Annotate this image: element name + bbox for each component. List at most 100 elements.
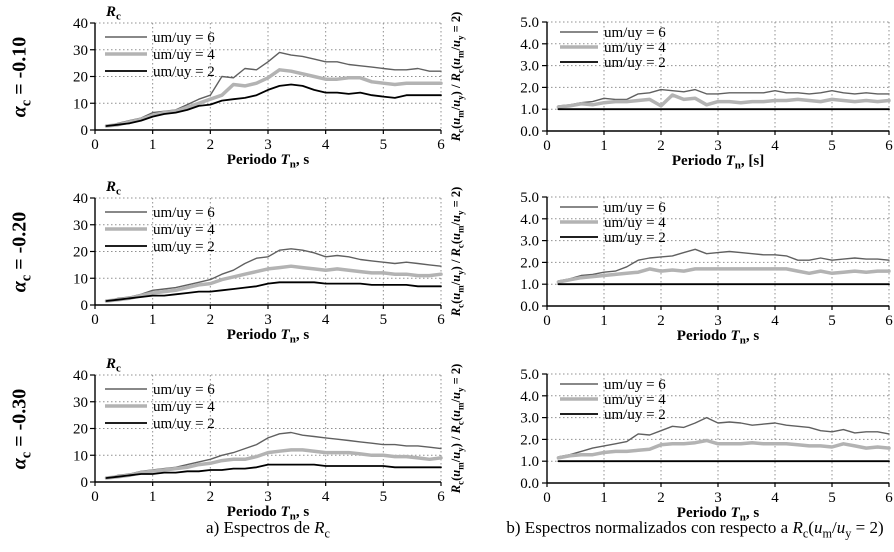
row-label-alpha-020: αc = -0.20 — [8, 211, 35, 293]
row-label-alpha-010: αc = -0.10 — [8, 36, 35, 118]
svg-text:4.0: 4.0 — [520, 212, 539, 228]
svg-text:4: 4 — [322, 489, 330, 505]
svg-text:10: 10 — [73, 448, 88, 464]
svg-text:4: 4 — [771, 138, 779, 154]
svg-text:Rc(um/uy) / Rc(um/uy = 2): Rc(um/uy) / Rc(um/uy = 2) — [449, 187, 466, 318]
svg-text:2.0: 2.0 — [520, 255, 539, 271]
svg-text:2: 2 — [207, 489, 215, 505]
svg-text:1: 1 — [600, 313, 608, 329]
chart-normalized-alpha-020: 0 1 2 3 4 5 6 0.0 1.0 2.0 3.0 4.0 5.0 um/uy = 6 um/uy … — [447, 175, 894, 350]
svg-text:Periodo Tn, s: Periodo Tn, s — [227, 504, 310, 522]
svg-text:0.0: 0.0 — [520, 299, 539, 315]
svg-text:20: 20 — [73, 422, 88, 438]
svg-text:um/uy = 4: um/uy = 4 — [153, 399, 215, 415]
svg-text:5: 5 — [828, 490, 836, 506]
chart-rc-alpha-030: 0 1 2 3 4 5 6 0 10 20 30 40 um/uy = 6 um/uy = 4 um/uy … — [50, 352, 447, 527]
svg-text:3: 3 — [264, 489, 272, 505]
svg-text:3: 3 — [714, 490, 722, 506]
svg-text:10: 10 — [73, 271, 88, 287]
svg-text:um/uy = 6: um/uy = 6 — [604, 25, 666, 41]
svg-text:5: 5 — [828, 138, 836, 154]
svg-text:0: 0 — [91, 489, 99, 505]
svg-text:40: 40 — [73, 16, 88, 32]
svg-text:Rc: Rc — [105, 356, 121, 375]
svg-text:20: 20 — [73, 70, 88, 86]
svg-text:2: 2 — [657, 138, 665, 154]
svg-text:5.0: 5.0 — [520, 367, 539, 383]
svg-text:1: 1 — [149, 489, 157, 505]
svg-text:0: 0 — [543, 313, 551, 329]
svg-text:5: 5 — [828, 313, 836, 329]
svg-text:2: 2 — [207, 137, 215, 153]
chart-rc-alpha-010: 0 1 2 3 4 5 6 0 10 20 30 40 um/uy = 6 um/uy = 4 um/uy … — [50, 0, 447, 175]
svg-text:2: 2 — [657, 313, 665, 329]
svg-text:10: 10 — [73, 96, 88, 112]
svg-text:5: 5 — [380, 137, 388, 153]
svg-text:3.0: 3.0 — [520, 59, 539, 75]
svg-text:4.0: 4.0 — [520, 389, 539, 405]
svg-text:Periodo Tn, s: Periodo Tn, s — [677, 505, 760, 522]
svg-text:um/uy = 4: um/uy = 4 — [604, 215, 666, 231]
svg-text:2.0: 2.0 — [520, 432, 539, 448]
svg-text:6: 6 — [437, 489, 445, 505]
svg-text:30: 30 — [73, 43, 88, 59]
svg-text:um/uy = 4: um/uy = 4 — [604, 392, 666, 408]
svg-text:1.0: 1.0 — [520, 454, 539, 470]
svg-text:0: 0 — [81, 475, 89, 491]
svg-text:1: 1 — [149, 137, 157, 153]
svg-text:4: 4 — [322, 312, 330, 328]
svg-text:5.0: 5.0 — [520, 190, 539, 206]
svg-text:0: 0 — [91, 312, 99, 328]
svg-text:0.0: 0.0 — [520, 476, 539, 492]
svg-text:6: 6 — [885, 490, 893, 506]
svg-text:1: 1 — [149, 312, 157, 328]
svg-text:2: 2 — [207, 312, 215, 328]
svg-text:1: 1 — [600, 490, 608, 506]
svg-text:6: 6 — [885, 313, 893, 329]
svg-text:um/uy = 6: um/uy = 6 — [604, 200, 666, 216]
svg-text:6: 6 — [437, 137, 445, 153]
svg-text:um/uy = 4: um/uy = 4 — [153, 222, 215, 238]
svg-text:2.0: 2.0 — [520, 80, 539, 96]
chart-normalized-alpha-030: 0 1 2 3 4 5 6 0.0 1.0 2.0 3.0 4.0 5.0 um/uy = 6 um/uy … — [447, 352, 894, 527]
svg-text:1: 1 — [600, 138, 608, 154]
row-label-alpha-030: αc = -0.30 — [8, 388, 35, 470]
svg-text:3.0: 3.0 — [520, 234, 539, 250]
svg-text:6: 6 — [885, 138, 893, 154]
svg-text:Periodo Tn, [s]: Periodo Tn, [s] — [672, 153, 764, 170]
svg-text:um/uy = 2: um/uy = 2 — [153, 64, 215, 80]
svg-text:4: 4 — [322, 137, 330, 153]
svg-text:30: 30 — [73, 395, 88, 411]
svg-text:0: 0 — [81, 123, 89, 139]
svg-text:0.0: 0.0 — [520, 124, 539, 140]
svg-text:6: 6 — [437, 312, 445, 328]
svg-text:1.0: 1.0 — [520, 277, 539, 293]
svg-text:0: 0 — [543, 490, 551, 506]
caption-a: a) Espectros de Rc — [206, 518, 330, 541]
svg-text:Rc: Rc — [105, 4, 121, 23]
svg-text:3: 3 — [714, 138, 722, 154]
svg-text:4: 4 — [771, 490, 779, 506]
svg-text:0: 0 — [81, 298, 89, 314]
svg-text:3.0: 3.0 — [520, 411, 539, 427]
svg-text:3: 3 — [264, 137, 272, 153]
svg-text:3: 3 — [264, 312, 272, 328]
svg-text:5: 5 — [380, 489, 388, 505]
svg-text:0: 0 — [543, 138, 551, 154]
svg-text:2: 2 — [657, 490, 665, 506]
svg-text:Periodo Tn, s: Periodo Tn, s — [227, 152, 310, 170]
svg-text:um/uy = 6: um/uy = 6 — [153, 30, 215, 46]
svg-text:3: 3 — [714, 313, 722, 329]
svg-text:um/uy = 2: um/uy = 2 — [604, 407, 666, 423]
svg-text:um/uy = 2: um/uy = 2 — [604, 55, 666, 71]
svg-text:um/uy = 2: um/uy = 2 — [153, 239, 215, 255]
svg-text:Rc(um/uy) / Rc(um/uy = 2): Rc(um/uy) / Rc(um/uy = 2) — [449, 364, 466, 495]
svg-text:Rc: Rc — [105, 179, 121, 198]
svg-text:Rc(um/uy) / Rc(um/uy = 2): Rc(um/uy) / Rc(um/uy = 2) — [449, 12, 466, 143]
svg-text:40: 40 — [73, 191, 88, 207]
svg-text:4.0: 4.0 — [520, 37, 539, 53]
svg-text:4: 4 — [771, 313, 779, 329]
svg-text:40: 40 — [73, 368, 88, 384]
chart-rc-alpha-020: 0 1 2 3 4 5 6 0 10 20 30 40 um/uy = 6 um/uy = 4 um/uy … — [50, 175, 447, 350]
